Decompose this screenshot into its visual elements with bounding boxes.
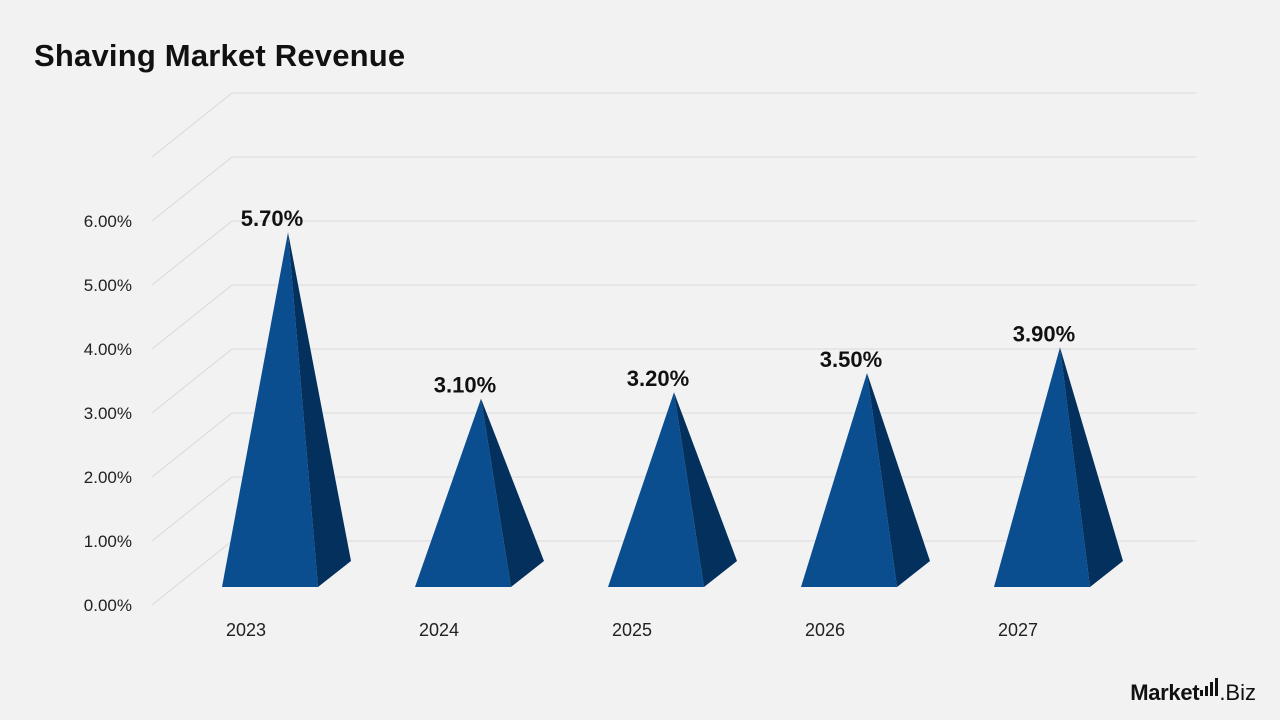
pyramid-bar-front [994,347,1090,587]
grid-diagonal [151,412,233,478]
grid-diagonal [151,220,233,286]
y-tick-label: 0.00% [84,596,132,615]
y-axis-ticks: 0.00% 1.00% 2.00% 3.00% 4.00% 5.00% 6.00% [84,212,132,615]
pyramid-bar-side [481,398,544,587]
data-label: 3.20% [627,366,689,391]
grid-diagonal [151,540,233,606]
pyramid-bar-front [415,398,511,587]
pyramid-bar-side [867,373,930,587]
chart-title: Shaving Market Revenue [34,38,406,73]
x-tick-label: 2027 [998,620,1038,640]
grid-diagonal [151,476,233,542]
x-tick-label: 2024 [419,620,459,640]
pyramid-bar-side [674,392,737,587]
pyramid-bar-side [288,232,351,587]
pyramid-bars [222,232,1123,587]
data-label: 3.10% [434,373,496,398]
y-tick-label: 2.00% [84,468,132,487]
data-label: 3.50% [820,347,882,372]
grid-diagonal [151,156,233,222]
grid-diagonal [151,92,233,158]
y-tick-label: 3.00% [84,404,132,423]
y-tick-label: 5.00% [84,276,132,295]
logo-text-bold: Market [1130,680,1200,705]
pyramid-bar-front [222,232,318,587]
logo-text-suffix: .Biz [1219,680,1256,705]
marketbiz-logo: Market .Biz [1130,678,1256,706]
pyramid-bar-front [608,392,704,587]
data-label: 3.90% [1013,321,1075,346]
x-tick-label: 2023 [226,620,266,640]
pyramid-bar-front [801,373,897,587]
data-labels: 5.70% 3.10% 3.20% 3.50% 3.90% [241,206,1075,397]
x-tick-label: 2026 [805,620,845,640]
y-tick-label: 1.00% [84,532,132,551]
grid-diagonal [151,348,233,414]
y-tick-label: 6.00% [84,212,132,231]
x-axis-ticks: 2023 2024 2025 2026 2027 [226,620,1038,640]
data-label: 5.70% [241,206,303,231]
y-tick-label: 4.00% [84,340,132,359]
grid-diagonal [151,284,233,350]
pyramid-bar-side [1060,347,1123,587]
logo-bars-icon [1200,678,1219,696]
x-tick-label: 2025 [612,620,652,640]
